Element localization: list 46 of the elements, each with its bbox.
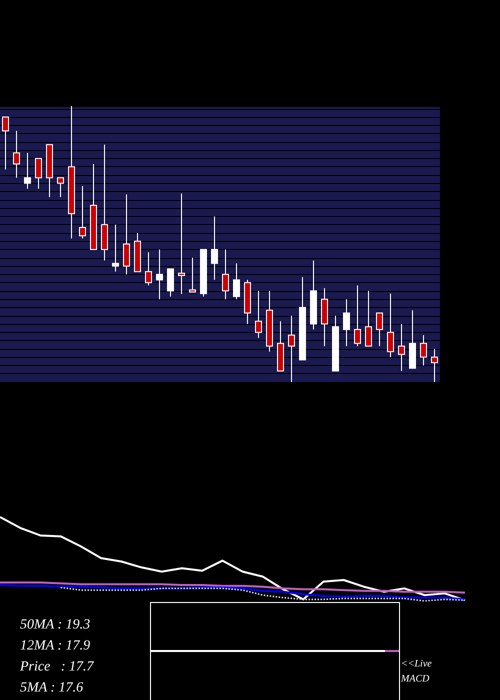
candlestick bbox=[13, 130, 20, 178]
candlestick bbox=[68, 106, 75, 239]
candlestick bbox=[387, 293, 394, 358]
candlestick bbox=[376, 312, 383, 347]
candlestick bbox=[365, 290, 372, 347]
candlestick bbox=[145, 252, 152, 286]
candlestick bbox=[24, 152, 31, 190]
candlestick bbox=[156, 249, 163, 300]
candlestick bbox=[134, 232, 141, 272]
candlestick bbox=[123, 194, 130, 275]
candlestick bbox=[57, 177, 64, 198]
candlestick bbox=[277, 320, 284, 372]
candlestick bbox=[310, 260, 317, 330]
candlestick bbox=[101, 144, 108, 262]
candlestick bbox=[409, 310, 416, 369]
candlestick bbox=[299, 276, 306, 360]
candlestick bbox=[266, 290, 273, 352]
text: 5MA : 17.6 bbox=[20, 680, 84, 696]
candlestick bbox=[321, 288, 328, 347]
text: <<Live bbox=[401, 658, 432, 670]
candlestick bbox=[255, 290, 262, 338]
text: 50MA : 19.3 bbox=[20, 618, 90, 632]
candlestick bbox=[222, 249, 229, 300]
text: MACD bbox=[400, 674, 430, 684]
candlestick bbox=[2, 116, 9, 170]
candlestick bbox=[189, 257, 196, 293]
candlestick bbox=[112, 224, 119, 272]
candlestick bbox=[233, 262, 240, 300]
candlestick bbox=[211, 216, 218, 280]
candlestick bbox=[420, 334, 427, 366]
candlestick bbox=[46, 144, 53, 198]
candlestick bbox=[354, 284, 361, 347]
candlestick bbox=[79, 186, 86, 239]
candlestick bbox=[332, 315, 339, 372]
candlestick bbox=[90, 163, 97, 250]
candlestick bbox=[244, 279, 251, 325]
candlestick bbox=[343, 298, 350, 347]
candlestick bbox=[398, 324, 405, 372]
text: 12MA : 17.9 bbox=[20, 638, 90, 654]
candlestick bbox=[35, 158, 42, 190]
candlestick bbox=[167, 268, 174, 297]
text: Price : 17.7 bbox=[19, 660, 94, 674]
candlestick bbox=[200, 249, 207, 297]
candlestick bbox=[431, 348, 438, 382]
candlestick bbox=[288, 315, 295, 382]
candlestick bbox=[178, 192, 185, 294]
